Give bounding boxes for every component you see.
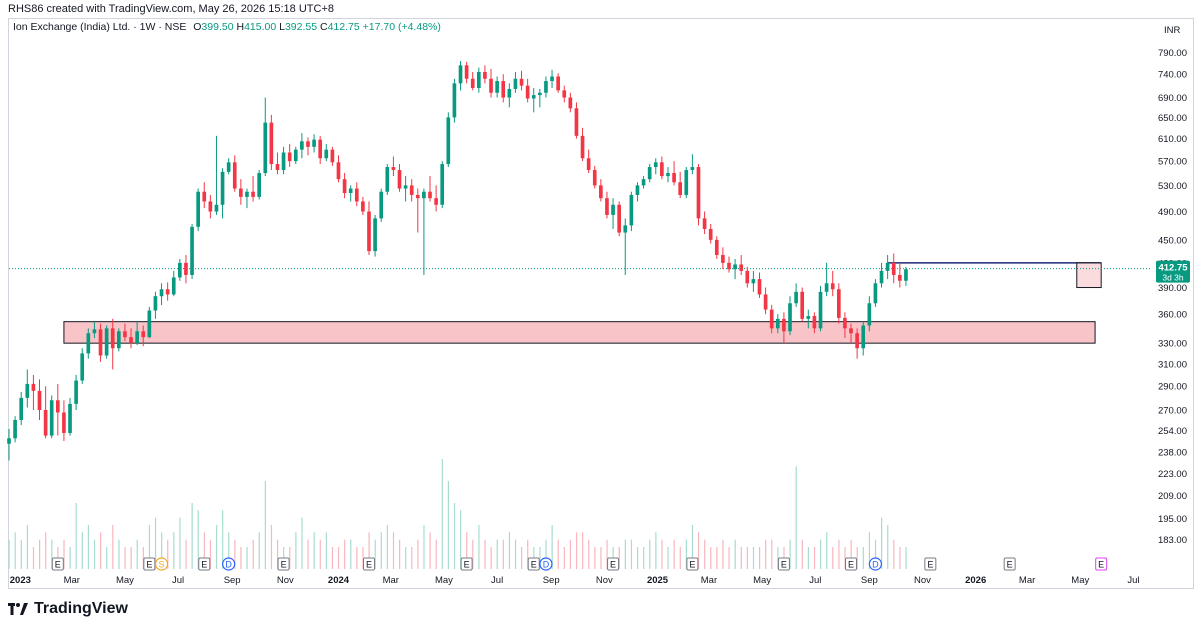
chart-frame[interactable] bbox=[8, 18, 1194, 589]
close-label: C bbox=[320, 21, 328, 33]
symbol-name: Ion Exchange (India) Ltd. · 1W · NSE bbox=[13, 21, 187, 33]
symbol-legend: Ion Exchange (India) Ltd. · 1W · NSE O39… bbox=[13, 21, 441, 33]
high-value: 415.00 bbox=[244, 21, 277, 33]
brand-footer[interactable]: TradingView bbox=[8, 600, 128, 618]
high-label: H bbox=[236, 21, 245, 33]
open-value: 399.50 bbox=[201, 21, 234, 33]
brand-name: TradingView bbox=[34, 600, 128, 617]
change-value: +17.70 (+4.48%) bbox=[362, 21, 441, 33]
low-label: L bbox=[279, 21, 285, 33]
open-label: O bbox=[193, 21, 202, 33]
low-value: 392.55 bbox=[284, 21, 318, 33]
close-value: 412.75 bbox=[327, 21, 360, 33]
chart-header: RHS86 created with TradingView.com, May … bbox=[8, 3, 334, 15]
tradingview-logo-icon bbox=[8, 603, 28, 615]
